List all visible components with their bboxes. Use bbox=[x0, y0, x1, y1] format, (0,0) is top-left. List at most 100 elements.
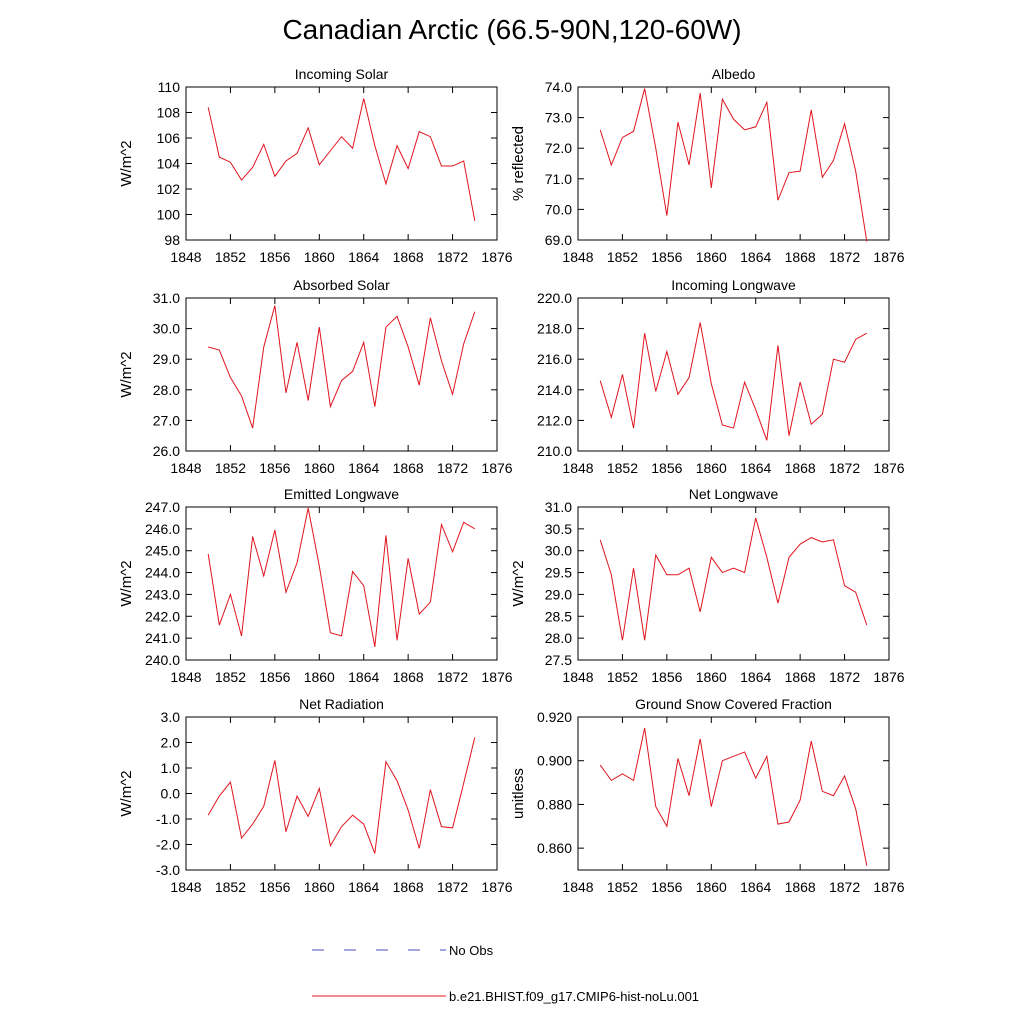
panel-2-ytick-label-4: 30.0 bbox=[153, 321, 180, 337]
panel-3-series-line-0 bbox=[599, 322, 868, 441]
panel-5-ytick-label-3: 29.0 bbox=[545, 586, 572, 602]
panel-0-ytick-label-0: 98 bbox=[164, 232, 180, 248]
panel-0-series-line-0 bbox=[207, 98, 476, 221]
panel-4-ytick-label-1: 241.0 bbox=[145, 630, 180, 646]
panel-1-xtick-label-7: 1876 bbox=[873, 249, 904, 265]
panel-2-xtick-label-5: 1868 bbox=[393, 460, 424, 476]
panel-4-xtick-label-5: 1868 bbox=[393, 669, 424, 685]
panel-3-ytick-label-1: 212.0 bbox=[537, 412, 572, 428]
panel-0-xtick-label-6: 1872 bbox=[437, 249, 468, 265]
panel-4-ytick-label-2: 242.0 bbox=[145, 608, 180, 624]
panel-2-xtick-label-4: 1864 bbox=[348, 460, 379, 476]
panel-7-ylabel: unitless bbox=[510, 768, 527, 819]
panel-0-ytick-label-5: 108 bbox=[157, 105, 181, 121]
legend-label-no-obs: No Obs bbox=[449, 943, 494, 958]
panel-5-ylabel: W/m^2 bbox=[510, 560, 527, 606]
panel-7-xtick-label-0: 1848 bbox=[562, 879, 593, 895]
panel-5-ytick-label-6: 30.5 bbox=[545, 521, 572, 537]
panel-3-ytick-label-3: 216.0 bbox=[537, 351, 572, 367]
panel-3-xtick-label-1: 1852 bbox=[607, 460, 638, 476]
panel-3-xtick-label-0: 1848 bbox=[562, 460, 593, 476]
panel-1-xtick-label-4: 1864 bbox=[740, 249, 771, 265]
panel-1-title: Albedo bbox=[712, 66, 756, 82]
panel-3-title: Incoming Longwave bbox=[671, 277, 796, 293]
panel-2-xtick-label-6: 1872 bbox=[437, 460, 468, 476]
panel-6-ytick-label-1: -2.0 bbox=[156, 837, 180, 853]
panel-6-xtick-label-2: 1856 bbox=[259, 879, 290, 895]
panel-2-ytick-label-1: 27.0 bbox=[153, 412, 180, 428]
panel-7-xtick-label-7: 1876 bbox=[873, 879, 904, 895]
panel-7-ytick-label-0: 0.860 bbox=[537, 840, 572, 856]
panel-7-series-line-0 bbox=[599, 727, 868, 866]
panel-1-ylabel: % reflected bbox=[510, 126, 527, 201]
panel-3-xtick-label-6: 1872 bbox=[829, 460, 860, 476]
panel-7-xtick-label-5: 1868 bbox=[785, 879, 816, 895]
panel-0-xtick-label-4: 1864 bbox=[348, 249, 379, 265]
panel-4-ytick-label-3: 243.0 bbox=[145, 586, 180, 602]
legend-label-model: b.e21.BHIST.f09_g17.CMIP6-hist-noLu.001 bbox=[449, 989, 699, 1004]
panel-2-title: Absorbed Solar bbox=[293, 277, 390, 293]
panel-5-ytick-label-4: 29.5 bbox=[545, 565, 572, 581]
panel-3-xtick-label-2: 1856 bbox=[651, 460, 682, 476]
panel-6-xtick-label-5: 1868 bbox=[393, 879, 424, 895]
panel-0-ytick-label-6: 110 bbox=[158, 79, 181, 95]
panel-6-xtick-label-3: 1860 bbox=[304, 879, 335, 895]
panel-1-series-line-0 bbox=[599, 88, 868, 242]
panel-4-series-line-0 bbox=[207, 507, 476, 647]
panel-5-frame bbox=[577, 506, 890, 661]
panel-3-ytick-label-0: 210.0 bbox=[537, 443, 572, 459]
panel-7-ytick-label-3: 0.920 bbox=[537, 709, 572, 725]
panel-5-series-line-0 bbox=[599, 517, 868, 641]
panel-0-xtick-label-7: 1876 bbox=[481, 249, 512, 265]
panel-3-ytick-label-2: 214.0 bbox=[537, 382, 572, 398]
panel-2-ytick-label-3: 29.0 bbox=[153, 351, 180, 367]
panel-0-title: Incoming Solar bbox=[295, 66, 389, 82]
panel-5-xtick-label-3: 1860 bbox=[696, 669, 727, 685]
panel-0-ytick-label-1: 100 bbox=[157, 207, 181, 223]
panel-4-frame bbox=[185, 506, 498, 661]
panel-2-ylabel: W/m^2 bbox=[118, 351, 135, 397]
panel-4-xtick-label-1: 1852 bbox=[215, 669, 246, 685]
panel-3-ytick-label-5: 220.0 bbox=[537, 290, 572, 306]
panel-7-title: Ground Snow Covered Fraction bbox=[635, 696, 832, 712]
panel-4-xtick-label-7: 1876 bbox=[481, 669, 512, 685]
panel-7-frame bbox=[577, 716, 890, 871]
panel-4-ylabel: W/m^2 bbox=[118, 560, 135, 606]
panel-2-xtick-label-0: 1848 bbox=[170, 460, 201, 476]
panel-1-xtick-label-5: 1868 bbox=[785, 249, 816, 265]
panel-4-ytick-label-0: 240.0 bbox=[145, 652, 180, 668]
panel-0-ytick-label-3: 104 bbox=[157, 156, 181, 172]
panel-5-xtick-label-7: 1876 bbox=[873, 669, 904, 685]
panel-2-xtick-label-3: 1860 bbox=[304, 460, 335, 476]
panel-2-ytick-label-2: 28.0 bbox=[153, 382, 180, 398]
panel-7-ytick-label-2: 0.900 bbox=[537, 753, 572, 769]
panel-7-ytick-label-1: 0.880 bbox=[537, 796, 572, 812]
panel-4-xtick-label-4: 1864 bbox=[348, 669, 379, 685]
panel-3-frame bbox=[577, 297, 890, 452]
panel-4-ytick-label-5: 245.0 bbox=[145, 543, 180, 559]
panel-0-xtick-label-0: 1848 bbox=[170, 249, 201, 265]
panel-1-ytick-label-2: 71.0 bbox=[545, 171, 572, 187]
panel-3-xtick-label-3: 1860 bbox=[696, 460, 727, 476]
panel-6-xtick-label-7: 1876 bbox=[481, 879, 512, 895]
panel-0-xtick-label-1: 1852 bbox=[215, 249, 246, 265]
panel-1-xtick-label-2: 1856 bbox=[651, 249, 682, 265]
panel-0-ytick-label-2: 102 bbox=[157, 181, 181, 197]
panel-5-xtick-label-5: 1868 bbox=[785, 669, 816, 685]
panel-1-ytick-label-4: 73.0 bbox=[545, 110, 572, 126]
panel-2-xtick-label-2: 1856 bbox=[259, 460, 290, 476]
panel-0-ylabel: W/m^2 bbox=[118, 140, 135, 186]
panel-6-ytick-label-0: -3.0 bbox=[156, 862, 180, 878]
panel-1-xtick-label-6: 1872 bbox=[829, 249, 860, 265]
panel-1-xtick-label-0: 1848 bbox=[562, 249, 593, 265]
panel-6-title: Net Radiation bbox=[299, 696, 384, 712]
panel-5-xtick-label-6: 1872 bbox=[829, 669, 860, 685]
panel-1-ytick-label-5: 74.0 bbox=[545, 79, 572, 95]
panel-1-ytick-label-3: 72.0 bbox=[545, 140, 572, 156]
panel-5-ytick-label-1: 28.0 bbox=[545, 630, 572, 646]
panel-6-ytick-label-3: 0.0 bbox=[161, 786, 181, 802]
panel-6-ytick-label-4: 1.0 bbox=[161, 760, 181, 776]
figure-title: Canadian Arctic (66.5-90N,120-60W) bbox=[282, 14, 742, 45]
panel-6-ytick-label-5: 2.0 bbox=[161, 735, 181, 751]
